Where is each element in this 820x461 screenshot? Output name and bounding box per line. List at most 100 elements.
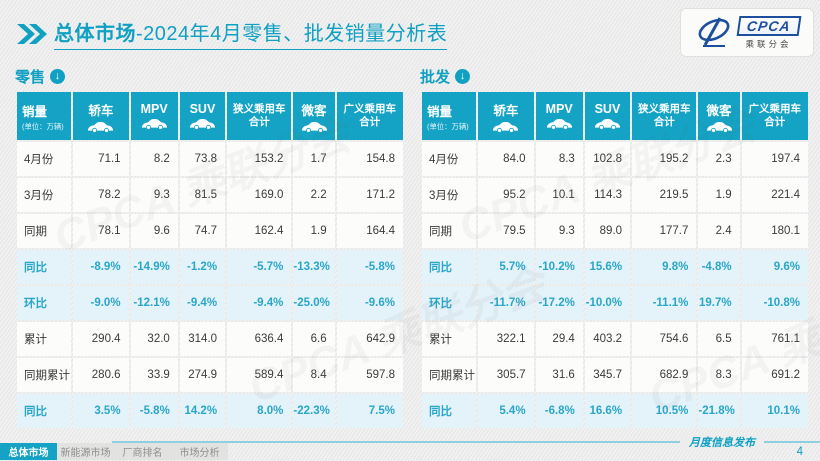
mpv-icon	[546, 119, 572, 130]
cell: 14.2%	[179, 394, 226, 428]
cell: 1.9	[698, 178, 740, 212]
cell: 32.0	[130, 322, 178, 356]
cell: 642.9	[336, 322, 403, 356]
table-row: 累计 322.1 29.4 403.2 754.6 6.5 761.1	[422, 322, 808, 356]
cell: 195.2	[632, 142, 697, 176]
table-row: 同比 5.7% -10.2% 15.6% 9.8% -4.8% 9.6%	[422, 250, 808, 284]
cell: 314.0	[179, 322, 226, 356]
footer-tab-bar: 总体市场 新能源市场 厂商排名 市场分析	[0, 443, 228, 460]
table-row: 3月份 95.2 10.1 114.3 219.5 1.9 221.4	[422, 178, 808, 212]
cpca-logo-subtext: 乘联分会	[745, 38, 792, 49]
cell: -11.1%	[632, 286, 697, 320]
double-chevron-icon	[17, 23, 47, 44]
table-row: 同期累计 280.6 33.9 274.9 589.4 8.4 597.8	[17, 358, 403, 392]
cell: 2.4	[698, 214, 740, 248]
cell: -13.3%	[293, 250, 335, 284]
cell: -5.7%	[227, 250, 292, 284]
cell: 153.2	[227, 142, 292, 176]
cell: 345.7	[584, 358, 631, 392]
cell: 8.3	[698, 358, 740, 392]
row-label: 同比	[17, 394, 72, 428]
cell: 197.4	[741, 142, 808, 176]
cell: -21.8%	[698, 394, 740, 428]
cell: 81.5	[179, 178, 226, 212]
cell: 2.2	[293, 178, 335, 212]
page-title: 总体市场-2024年4月零售、批发销量分析表	[54, 17, 448, 50]
cell: 9.6%	[741, 250, 808, 284]
row-label: 3月份	[17, 178, 72, 212]
cell: 9.8%	[632, 250, 697, 284]
header-row: 销量 (单位：万辆) 轿车 MPV SUV 狭义乘用车 合计 微客 广义乘用车 合计	[17, 92, 403, 140]
table-row: 同比 5.4% -6.8% 16.6% 10.5% -21.8% 10.1%	[422, 394, 808, 428]
cell: -25.0%	[293, 286, 335, 320]
cell: -6.8%	[535, 394, 583, 428]
row-label: 同期	[422, 214, 477, 248]
cell: 9.6	[130, 214, 178, 248]
cell: 274.9	[179, 358, 226, 392]
down-arrow-icon: ↓	[455, 69, 471, 84]
cell: 16.6%	[584, 394, 631, 428]
cell: 180.1	[741, 214, 808, 248]
table-row: 同比 3.5% -5.8% 14.2% 8.0% -22.3% 7.5%	[17, 394, 403, 428]
cpca-logo-text: CPCA	[736, 15, 801, 36]
cell: -10.0%	[584, 286, 631, 320]
cell: 29.4	[535, 322, 583, 356]
table-row: 累计 290.4 32.0 314.0 636.4 6.6 642.9	[17, 322, 403, 356]
wholesale-col-header-2: MPV	[535, 92, 583, 140]
cell: -4.8%	[698, 250, 740, 284]
down-arrow-icon: ↓	[50, 69, 66, 84]
cell: 305.7	[478, 358, 534, 392]
wholesale-col-header-3: SUV	[584, 92, 631, 140]
cell: -9.4%	[179, 286, 226, 320]
cell: 636.4	[227, 322, 292, 356]
retail-col-header-4: 狭义乘用车 合计	[227, 92, 292, 140]
table-row: 同比 -8.9% -14.9% -1.2% -5.7% -13.3% -5.8%	[17, 250, 403, 284]
tab-nev-market[interactable]: 新能源市场	[60, 448, 111, 459]
table-row: 环比 -9.0% -12.1% -9.4% -9.4% -25.0% -9.6%	[17, 286, 403, 320]
cell: 95.2	[478, 178, 534, 212]
row-label: 累计	[422, 322, 477, 356]
tab-market-analysis[interactable]: 市场分析	[179, 448, 220, 459]
cell: 589.4	[227, 358, 292, 392]
table-row: 3月份 78.2 9.3 81.5 169.0 2.2 171.2	[17, 178, 403, 212]
wholesale-col-header-4: 狭义乘用车 合计	[632, 92, 697, 140]
retail-col-header-3: SUV	[179, 92, 226, 140]
row-label: 4月份	[17, 142, 72, 176]
wholesale-table: 销量 (单位：万辆) 轿车 MPV SUV 狭义乘用车 合计 微客 广义乘用车 合计 4月份 84.0…	[420, 90, 810, 430]
cell: 290.4	[73, 322, 129, 356]
cell: 164.4	[336, 214, 403, 248]
cell: -1.2%	[179, 250, 226, 284]
retail-col-header-5: 微客	[293, 92, 335, 140]
wholesale-section: 批发 ↓ 销量 (单位：万辆) 轿车 MPV SUV 狭义乘用车 合计 微客 广义乘用车 合计 4月…	[420, 66, 810, 430]
tab-oem-ranking[interactable]: 厂商排名	[122, 448, 163, 459]
suv-icon	[594, 119, 620, 130]
cell: 15.6%	[584, 250, 631, 284]
cell: -8.9%	[73, 250, 129, 284]
cell: 8.3	[535, 142, 583, 176]
cell: 9.3	[535, 214, 583, 248]
wholesale-col-header-5: 微客	[698, 92, 740, 140]
cell: -9.0%	[73, 286, 129, 320]
tab-overall-market[interactable]: 总体市场	[0, 443, 57, 460]
cell: 19.7%	[698, 286, 740, 320]
retail-section: 零售 ↓ 销量 (单位：万辆) 轿车 MPV SUV 狭义乘用车 合计 微客 广义乘用车 合计 4月…	[15, 66, 405, 430]
row-label: 4月份	[422, 142, 477, 176]
cell: 154.8	[336, 142, 403, 176]
cpca-emblem-icon	[698, 16, 730, 47]
cell: 8.2	[130, 142, 178, 176]
cell: 169.0	[227, 178, 292, 212]
table-row: 同期 79.5 9.3 89.0 177.7 2.4 180.1	[422, 214, 808, 248]
retail-col-header-2: MPV	[130, 92, 178, 140]
row-label: 同期累计	[17, 358, 72, 392]
table-row: 4月份 84.0 8.3 102.8 195.2 2.3 197.4	[422, 142, 808, 176]
cell: 8.4	[293, 358, 335, 392]
cell: 79.5	[478, 214, 534, 248]
cell: 1.7	[293, 142, 335, 176]
row-label: 同比	[422, 394, 477, 428]
cell: 89.0	[584, 214, 631, 248]
cell: 71.1	[73, 142, 129, 176]
row-label: 同期	[17, 214, 72, 248]
cell: 9.3	[130, 178, 178, 212]
cell: 33.9	[130, 358, 178, 392]
